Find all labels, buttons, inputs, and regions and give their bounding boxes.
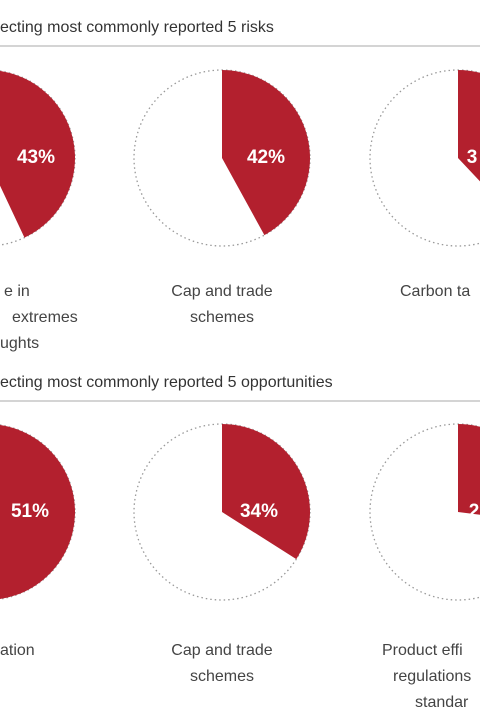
pie-label: ughts [0, 335, 39, 352]
value-label: 51% [11, 501, 49, 522]
pie-wedge [0, 71, 76, 238]
value-label: 43% [17, 147, 55, 168]
pie-label: regulations [393, 668, 471, 685]
section-title: ecting most commonly reported 5 risks [0, 19, 274, 36]
pie-label: standar [415, 694, 469, 711]
pie-outline [0, 424, 76, 600]
pie-wedge [222, 424, 310, 560]
pie-label: ation [0, 642, 35, 659]
pie-wedge [458, 424, 480, 515]
pie-label: extremes [12, 309, 78, 326]
value-label: 3 [467, 147, 478, 168]
pie-wedge [222, 70, 310, 236]
section-title: ecting most commonly reported 5 opportun… [0, 374, 333, 391]
value-label: 34% [240, 501, 278, 522]
pie-label: Carbon ta [400, 283, 470, 300]
pie-label: schemes [190, 668, 254, 685]
pie-label: Product effi [382, 642, 463, 659]
pie-wedge [458, 70, 480, 182]
value-label: 42% [247, 147, 285, 168]
pie-wedge [0, 425, 75, 599]
pie-label: e in [4, 283, 30, 300]
pie-label: Cap and trade [171, 283, 273, 300]
pie-label: Cap and trade [171, 642, 273, 659]
pie-label: schemes [190, 309, 254, 326]
value-label: 2 [469, 501, 480, 522]
